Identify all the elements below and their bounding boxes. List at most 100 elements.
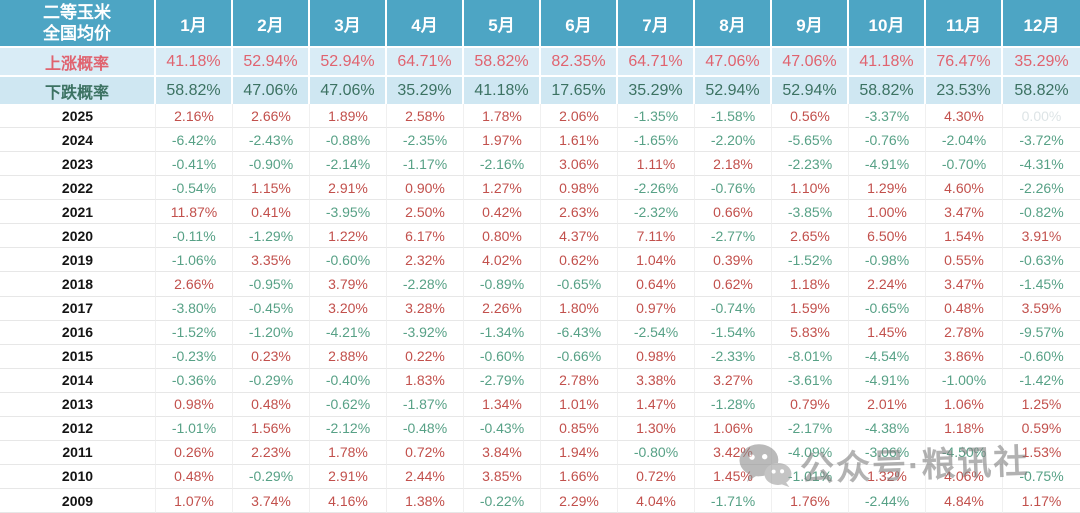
year-label: 2012	[0, 416, 156, 441]
data-cell: 3.06%	[541, 152, 618, 177]
data-cell: -2.17%	[772, 416, 849, 441]
month-header-cell: 2月	[233, 0, 310, 46]
data-cell: -1.01%	[772, 464, 849, 489]
table-row: 2012 -1.01% 1.56% -2.12% -0.48% -0.43% 0.85% 1.…	[0, 416, 1080, 441]
data-cell: -1.87%	[387, 392, 464, 417]
data-cell: 0.22%	[387, 344, 464, 369]
data-cell: 3.86%	[926, 344, 1003, 369]
up-probability-cell: 41.18%	[849, 48, 926, 75]
data-cell: -2.35%	[387, 128, 464, 153]
data-cell: -1.71%	[695, 489, 772, 513]
data-cell: 1.22%	[310, 224, 387, 249]
data-cell: -4.50%	[926, 440, 1003, 465]
year-label: 2015	[0, 344, 156, 369]
month-header-cell: 7月	[618, 0, 695, 46]
data-cell: 3.79%	[310, 272, 387, 297]
data-cell: -0.62%	[310, 392, 387, 417]
data-cell: 1.10%	[772, 176, 849, 201]
data-cell: 1.54%	[926, 224, 1003, 249]
data-cell: -0.76%	[695, 176, 772, 201]
table-row: 2013 0.98% 0.48% -0.62% -1.87% 1.34% 1.01% 1.47…	[0, 392, 1080, 417]
year-label: 2013	[0, 392, 156, 417]
data-cell: 4.06%	[926, 464, 1003, 489]
up-probability-cell: 35.29%	[1003, 48, 1080, 75]
month-header-cell: 3月	[310, 0, 387, 46]
data-cell: 2.91%	[310, 176, 387, 201]
data-cell: -2.23%	[772, 152, 849, 177]
data-cell: 2.18%	[695, 152, 772, 177]
data-cell: -0.65%	[849, 296, 926, 321]
table-title: 二等玉米 全国均价	[0, 0, 156, 46]
data-cell: -1.58%	[695, 104, 772, 129]
data-cell: 0.48%	[156, 464, 233, 489]
data-cell: 0.56%	[772, 104, 849, 129]
data-cell: -1.00%	[926, 368, 1003, 393]
data-cell: -4.38%	[849, 416, 926, 441]
year-label: 2022	[0, 176, 156, 201]
data-cell: 1.80%	[541, 296, 618, 321]
data-cell: 1.04%	[618, 248, 695, 273]
table-row: 2024 -6.42% -2.43% -0.88% -2.35% 1.97% 1.61% -1…	[0, 128, 1080, 153]
down-probability-cell: 52.94%	[772, 77, 849, 104]
data-cell: -1.29%	[233, 224, 310, 249]
month-header-cell: 8月	[695, 0, 772, 46]
data-cell: 1.18%	[772, 272, 849, 297]
data-cell: -0.80%	[618, 440, 695, 465]
down-probability-cell: 17.65%	[541, 77, 618, 104]
data-cell: 0.48%	[926, 296, 1003, 321]
data-cell: -2.20%	[695, 128, 772, 153]
data-cell: 0.79%	[772, 392, 849, 417]
data-cell: 1.78%	[310, 440, 387, 465]
down-probability-cell: 58.82%	[1003, 77, 1080, 104]
data-cell: 1.83%	[387, 368, 464, 393]
data-cell: 0.55%	[926, 248, 1003, 273]
data-cell: 2.06%	[541, 104, 618, 129]
data-cell: 1.53%	[1003, 441, 1080, 465]
data-cell: 4.60%	[926, 176, 1003, 201]
data-cell: -0.98%	[849, 248, 926, 273]
data-cell: 2.78%	[541, 368, 618, 393]
up-probability-cell: 64.71%	[387, 48, 464, 75]
data-cell: 1.11%	[618, 152, 695, 177]
table-row: 2017 -3.80% -0.45% 3.20% 3.28% 2.26% 1.80% 0.97…	[0, 296, 1080, 321]
data-cell: 3.27%	[695, 368, 772, 393]
down-probability-label: 下跌概率	[0, 77, 156, 104]
year-label: 2018	[0, 272, 156, 297]
table-row: 2011 0.26% 2.23% 1.78% 0.72% 3.84% 1.94% -0.80%…	[0, 440, 1080, 465]
data-cell: 1.78%	[464, 104, 541, 129]
table-header-row: 二等玉米 全国均价 1月 2月 3月 4月 5月 6月 7月 8月 9月 10月 11月 12月	[0, 0, 1080, 46]
year-label: 2016	[0, 320, 156, 345]
data-cell: -1.54%	[695, 320, 772, 345]
up-probability-cell: 64.71%	[618, 48, 695, 75]
data-cell: 1.06%	[695, 416, 772, 441]
data-cell: 3.74%	[233, 489, 310, 513]
month-header-cell: 6月	[541, 0, 618, 46]
up-probability-cell: 47.06%	[695, 48, 772, 75]
data-cell: -4.54%	[849, 344, 926, 369]
data-cell: 1.01%	[541, 392, 618, 417]
data-cell: 11.87%	[156, 200, 233, 225]
down-probability-row: 下跌概率 58.82% 47.06% 47.06% 35.29% 41.18% 17.65%…	[0, 77, 1080, 104]
data-cell: -4.21%	[310, 320, 387, 345]
data-cell: 1.06%	[926, 392, 1003, 417]
data-cell: -1.01%	[156, 416, 233, 441]
data-cell: 2.91%	[310, 464, 387, 489]
data-cell: 4.02%	[464, 248, 541, 273]
table-row: 2014 -0.36% -0.29% -0.40% 1.83% -2.79% 2.78% 3.…	[0, 368, 1080, 393]
data-cell: -2.28%	[387, 272, 464, 297]
data-cell: 2.50%	[387, 200, 464, 225]
table-row: 2016 -1.52% -1.20% -4.21% -3.92% -1.34% -6.43%…	[0, 320, 1080, 345]
down-probability-cell: 41.18%	[464, 77, 541, 104]
data-cell: 3.35%	[233, 248, 310, 273]
year-label: 2019	[0, 248, 156, 273]
data-cell: -1.34%	[464, 320, 541, 345]
data-cell: 0.62%	[695, 272, 772, 297]
data-cell: 2.01%	[849, 392, 926, 417]
data-cell: 1.15%	[233, 176, 310, 201]
data-cell: 0.98%	[541, 176, 618, 201]
data-cell: -0.66%	[541, 344, 618, 369]
data-cell: -0.88%	[310, 128, 387, 153]
data-cell: -2.12%	[310, 416, 387, 441]
month-header-cell: 5月	[464, 0, 541, 46]
